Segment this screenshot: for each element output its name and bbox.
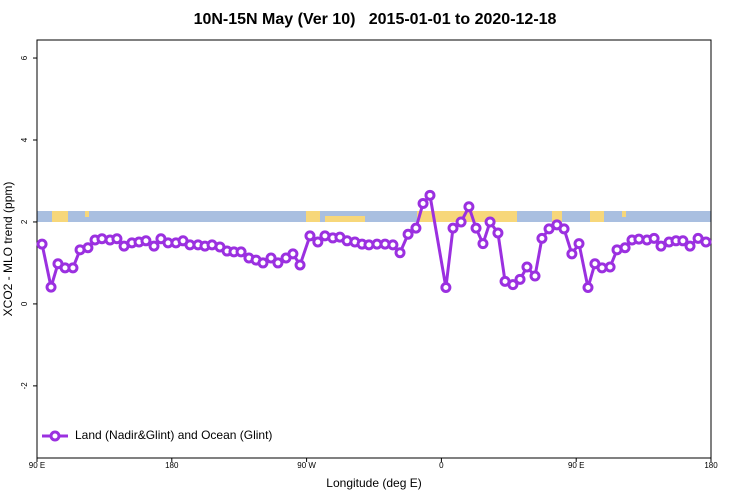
data-point [424, 189, 436, 201]
x-tick-label: 90 E [568, 461, 584, 470]
data-point [463, 201, 475, 213]
plot-frame [36, 39, 712, 459]
data-point [455, 216, 467, 228]
y-tick-label: 4 [20, 137, 29, 142]
data-point [492, 227, 504, 239]
x-tick-label: 180 [704, 461, 718, 470]
data-point [655, 240, 667, 252]
data-point [543, 223, 555, 235]
y-tick-label: -2 [20, 382, 29, 390]
data-point [447, 222, 459, 234]
data-point [573, 238, 585, 250]
y-tick-label: 0 [20, 301, 29, 306]
data-point [82, 242, 94, 254]
data-point [148, 240, 160, 252]
data-point [507, 279, 519, 291]
data-point [648, 232, 660, 244]
x-tick-label: 180 [165, 461, 179, 470]
data-point [470, 222, 482, 234]
chart-title: 10N-15N May (Ver 10) 2015-01-01 to 2020-… [194, 11, 557, 28]
data-point [514, 273, 526, 285]
data-point [287, 248, 299, 260]
data-point [529, 270, 541, 282]
data-point [410, 222, 422, 234]
data-point [257, 257, 269, 269]
data-point [140, 235, 152, 247]
data-point [265, 252, 277, 264]
legend-label: Land (Nadir&Glint) and Ocean (Glint) [75, 428, 272, 442]
x-tick-label: 0 [439, 461, 444, 470]
data-point [566, 248, 578, 260]
y-tick-label: 2 [20, 219, 29, 224]
data-point [417, 198, 429, 210]
data-point [36, 238, 48, 250]
data-point [440, 282, 452, 294]
data-point [700, 236, 712, 248]
data-point [684, 240, 696, 252]
x-axis-label: Longitude (deg E) [326, 476, 421, 490]
data-point [67, 262, 79, 274]
land-ocean-strip [37, 211, 711, 222]
data-point [677, 235, 689, 247]
data-point [45, 281, 57, 293]
x-tick-label: 90 E [29, 461, 45, 470]
y-tick-label: 6 [20, 55, 29, 60]
legend-marker [49, 430, 61, 442]
data-point [402, 228, 414, 240]
data-point [536, 232, 548, 244]
data-point [521, 261, 533, 273]
data-point [394, 247, 406, 259]
data-point [582, 282, 594, 294]
x-tick-label: 90 W [297, 461, 316, 470]
data-point [294, 259, 306, 271]
data-point [558, 223, 570, 235]
legend: Land (Nadir&Glint) and Ocean (Glint) [42, 428, 272, 442]
data-point [387, 239, 399, 251]
data-point [619, 242, 631, 254]
data-point [272, 257, 284, 269]
data-point [111, 233, 123, 245]
y-axis-label: XCO2 - MLO trend (ppm) [1, 182, 15, 317]
data-point [604, 261, 616, 273]
data-point [235, 246, 247, 258]
data-point [477, 238, 489, 250]
data-point [312, 236, 324, 248]
data-point [304, 230, 316, 242]
data-point [484, 216, 496, 228]
